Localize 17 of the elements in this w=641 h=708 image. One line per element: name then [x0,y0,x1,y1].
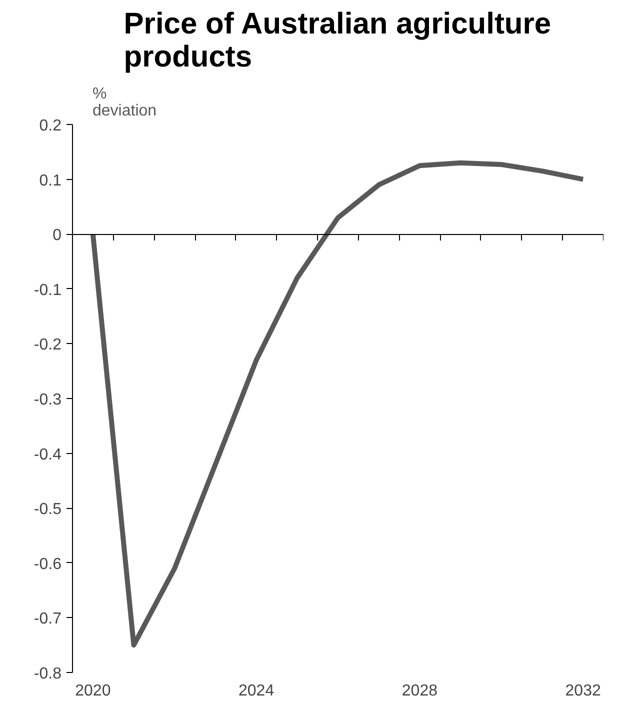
y-tick-label: 0.2 [39,118,62,134]
y-tick-label: -0.2 [34,336,62,354]
x-tick-label: 2020 [75,682,111,700]
y-tick-label: -0.7 [34,610,62,628]
chart-title: Price of Australian agriculture products [124,8,552,74]
x-tick-label: 2024 [238,682,274,700]
y-tick-label: 0.1 [39,172,62,190]
y-tick-label: -0.4 [34,446,62,464]
y-tick-label: -0.5 [34,501,62,518]
y-axis-title: % deviation [92,86,157,120]
x-tick-label: 2028 [402,682,438,700]
x-tick-label: 2032 [565,682,601,700]
y-tick-label: -0.1 [34,282,62,299]
y-tick-label: 0 [52,227,62,244]
y-tick-label: -0.8 [34,666,62,682]
y-tick-label: -0.6 [34,556,62,573]
y-tick-label: -0.3 [34,392,62,408]
